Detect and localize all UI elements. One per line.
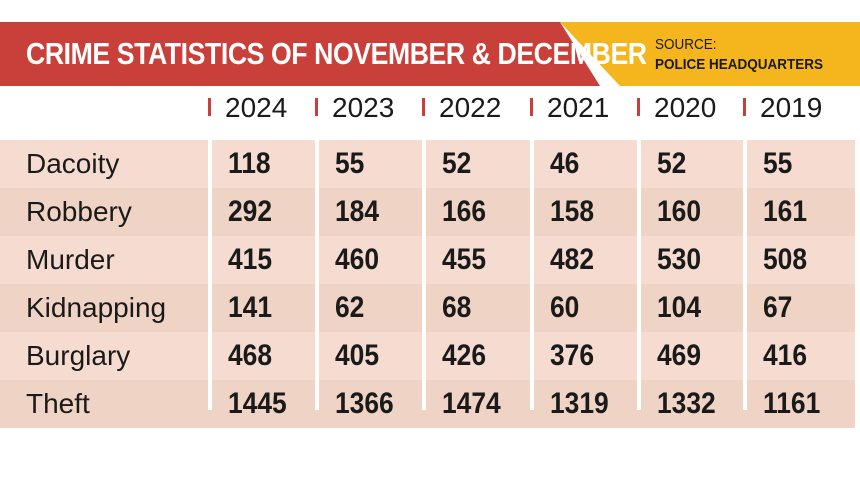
- year-label: 2021: [547, 92, 610, 123]
- year-tick-mark: [530, 98, 533, 116]
- year-label: 2019: [760, 92, 823, 123]
- row-label: Theft: [26, 388, 90, 419]
- table-cell-2022: 426: [442, 339, 487, 372]
- table-cell-2023: 184: [335, 195, 380, 228]
- row-label: Dacoity: [26, 148, 120, 179]
- table-cell-2021: 46: [550, 147, 580, 180]
- table-cell-2024: 118: [228, 147, 271, 180]
- table-row-burglary: Burglary 468 405 426 376 469 416: [0, 332, 855, 380]
- table-cell-2024: 468: [228, 339, 273, 372]
- year-label: 2024: [225, 92, 288, 123]
- source-value: POLICE HEADQUARTERS: [655, 56, 824, 73]
- table-cell-2023: 460: [335, 243, 380, 276]
- column-divider: [422, 140, 426, 410]
- source-panel-shape: [560, 22, 860, 86]
- table-cell-2023: 55: [335, 147, 365, 180]
- table-cell-2019: 55: [763, 147, 793, 180]
- table-cell-2020: 469: [657, 339, 702, 372]
- table-cell-2022: 52: [442, 147, 472, 180]
- table-cell-2019: 416: [763, 339, 808, 372]
- table-cell-2024: 1445: [228, 387, 287, 420]
- source-label: SOURCE:: [655, 36, 717, 53]
- table-cell-2024: 292: [228, 195, 273, 228]
- table-cell-2019: 508: [763, 243, 808, 276]
- source-block: SOURCE: POLICE HEADQUARTERS: [655, 35, 842, 75]
- row-label: Kidnapping: [26, 292, 167, 323]
- column-divider: [637, 140, 641, 410]
- table-cell-2019: 161: [763, 195, 808, 228]
- data-table: Dacoity 118 55 52 46 52 55 Robbery 292 184 166 158 1…: [0, 130, 855, 434]
- year-tick-mark: [422, 98, 425, 116]
- table-row-theft: Theft 1445 1366 1474 1319 1332 1161: [0, 380, 855, 428]
- table-cell-2024: 415: [228, 243, 273, 276]
- table-cell-2022: 455: [442, 243, 487, 276]
- table-cell-2022: 166: [442, 195, 487, 228]
- table-cell-2024: 141: [228, 291, 273, 324]
- title-panel-shape: [0, 22, 600, 86]
- table-cell-2020: 1332: [657, 387, 716, 420]
- column-divider: [743, 140, 747, 410]
- year-tick-mark: [743, 98, 746, 116]
- table-row-murder: Murder 415 460 455 482 530 508: [0, 236, 855, 284]
- table-cell-2020: 52: [657, 147, 687, 180]
- table-row-dacoity: Dacoity 118 55 52 46 52 55: [0, 140, 855, 188]
- table-cell-2021: 482: [550, 243, 595, 276]
- year-tick-mark: [208, 98, 211, 116]
- table-row-robbery: Robbery 292 184 166 158 160 161: [0, 188, 855, 236]
- table-cell-2021: 60: [550, 291, 580, 324]
- table-cell-2022: 68: [442, 291, 472, 324]
- row-label: Robbery: [26, 196, 132, 227]
- table-cell-2019: 1161: [763, 387, 821, 420]
- table-cell-2023: 405: [335, 339, 380, 372]
- table-cell-2019: 67: [763, 291, 793, 324]
- table-cell-2021: 158: [550, 195, 595, 228]
- table-cell-2021: 1319: [550, 387, 609, 420]
- column-divider: [530, 140, 534, 410]
- table-cell-2020: 104: [657, 291, 702, 324]
- year-tick-mark: [315, 98, 318, 116]
- row-label: Murder: [26, 244, 115, 275]
- table-cell-2023: 1366: [335, 387, 394, 420]
- year-label: 2020: [654, 92, 717, 123]
- table-cell-2020: 160: [657, 195, 702, 228]
- row-label: Burglary: [26, 340, 131, 371]
- source-panel: [0, 22, 860, 86]
- title-banner: CRIME STATISTICS OF NOVEMBER & DECEMBER …: [0, 22, 860, 86]
- table-cell-2021: 376: [550, 339, 595, 372]
- year-label: 2023: [332, 92, 395, 123]
- year-tick-mark: [637, 98, 640, 116]
- table-cell-2020: 530: [657, 243, 702, 276]
- table-cell-2022: 1474: [442, 387, 501, 420]
- chart-title: CRIME STATISTICS OF NOVEMBER & DECEMBER: [26, 36, 647, 71]
- column-divider: [315, 140, 319, 410]
- column-divider: [208, 140, 212, 410]
- table-cell-2023: 62: [335, 291, 365, 324]
- year-label: 2022: [439, 92, 502, 123]
- table-row-kidnapping: Kidnapping 141 62 68 60 104 67: [0, 284, 855, 332]
